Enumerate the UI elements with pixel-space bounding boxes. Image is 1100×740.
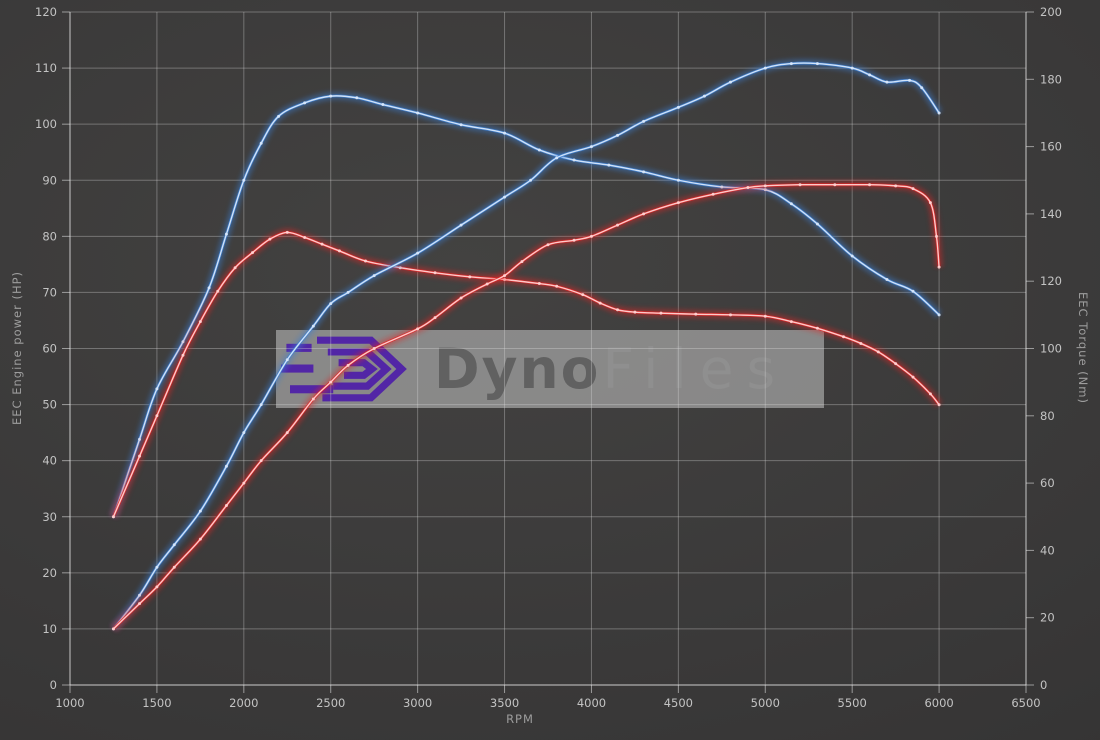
svg-text:3500: 3500 bbox=[490, 696, 519, 710]
series-red-power bbox=[109, 179, 945, 633]
series-blue-torque bbox=[108, 90, 943, 519]
svg-text:60: 60 bbox=[42, 342, 57, 356]
tick-labels: 0 10 20 30 40 50 60 70 80 90 100 110 120 0 20 40 60 80 100… bbox=[35, 5, 1062, 710]
svg-text:90: 90 bbox=[42, 173, 57, 187]
svg-text:80: 80 bbox=[1040, 409, 1055, 423]
svg-text:4000: 4000 bbox=[577, 696, 606, 710]
series-red-torque bbox=[108, 226, 944, 519]
svg-text:5500: 5500 bbox=[838, 696, 867, 710]
svg-text:5000: 5000 bbox=[751, 696, 780, 710]
watermark-brand-light: Files bbox=[602, 337, 789, 401]
svg-text:40: 40 bbox=[42, 454, 57, 468]
svg-text:20: 20 bbox=[42, 566, 57, 580]
svg-text:100: 100 bbox=[1040, 342, 1062, 356]
svg-text:60: 60 bbox=[1040, 476, 1055, 490]
svg-text:50: 50 bbox=[42, 398, 57, 412]
svg-text:80: 80 bbox=[42, 229, 57, 243]
svg-text:140: 140 bbox=[1040, 207, 1062, 221]
svg-text:1500: 1500 bbox=[142, 696, 171, 710]
svg-text:200: 200 bbox=[1040, 5, 1062, 19]
svg-text:2500: 2500 bbox=[316, 696, 345, 710]
svg-text:100: 100 bbox=[35, 117, 57, 131]
svg-text:1000: 1000 bbox=[55, 696, 84, 710]
svg-text:3000: 3000 bbox=[403, 696, 432, 710]
watermark-brand-bold: Dyno bbox=[434, 337, 601, 401]
svg-text:110: 110 bbox=[35, 61, 57, 75]
svg-text:20: 20 bbox=[1040, 611, 1055, 625]
svg-text:70: 70 bbox=[42, 285, 57, 299]
svg-text:4500: 4500 bbox=[664, 696, 693, 710]
svg-text:6000: 6000 bbox=[924, 696, 953, 710]
svg-text:40: 40 bbox=[1040, 543, 1055, 557]
svg-text:30: 30 bbox=[42, 510, 57, 524]
svg-text:180: 180 bbox=[1040, 72, 1062, 86]
svg-text:6500: 6500 bbox=[1011, 696, 1040, 710]
svg-text:160: 160 bbox=[1040, 140, 1062, 154]
svg-text:120: 120 bbox=[35, 5, 57, 19]
svg-text:10: 10 bbox=[42, 622, 57, 636]
svg-text:2000: 2000 bbox=[229, 696, 258, 710]
svg-text:0: 0 bbox=[1040, 678, 1047, 692]
svg-text:0: 0 bbox=[50, 678, 57, 692]
svg-text:120: 120 bbox=[1040, 274, 1062, 288]
